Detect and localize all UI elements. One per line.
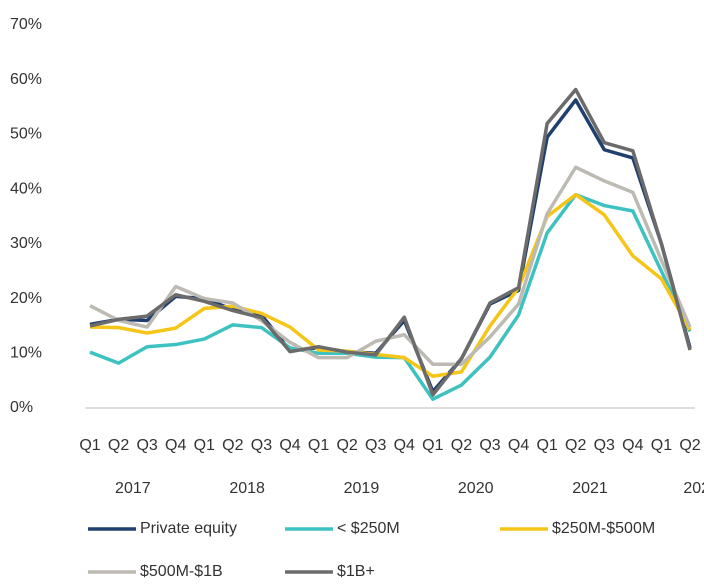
legend-label: $250M-$500M — [552, 520, 655, 537]
series-line — [89, 192, 692, 379]
x-tick-label: Q1 — [79, 437, 100, 454]
x-tick-label: Q2 — [336, 437, 357, 454]
y-tick-label: 70% — [10, 16, 42, 33]
series-line — [89, 87, 692, 397]
x-tick-label: Q2 — [679, 437, 700, 454]
legend-label: < $250M — [337, 520, 400, 537]
x-tick-label: Q3 — [365, 437, 386, 454]
y-tick-label: 30% — [10, 235, 42, 252]
year-label: 2019 — [344, 480, 380, 497]
year-label: 2022* — [683, 480, 704, 497]
y-tick-label: 20% — [10, 290, 42, 307]
x-tick-label: Q1 — [422, 437, 443, 454]
x-tick-label: Q2 — [451, 437, 472, 454]
y-tick-label: 40% — [10, 180, 42, 197]
x-tick-label: Q1 — [194, 437, 215, 454]
x-tick-label: Q3 — [251, 437, 272, 454]
year-label: 2020 — [458, 480, 494, 497]
series-line — [89, 98, 692, 394]
x-tick-label: Q3 — [594, 437, 615, 454]
year-label: 2021 — [572, 480, 608, 497]
y-tick-label: 50% — [10, 126, 42, 143]
legend-label: $1B+ — [337, 563, 375, 580]
x-tick-label: Q2 — [565, 437, 586, 454]
x-tick-label: Q4 — [165, 437, 186, 454]
x-tick-label: Q3 — [136, 437, 157, 454]
y-tick-label: 60% — [10, 71, 42, 88]
x-tick-label: Q2 — [108, 437, 129, 454]
year-label: 2018 — [229, 480, 265, 497]
legend-label: Private equity — [140, 520, 237, 537]
x-tick-label: Q4 — [279, 437, 300, 454]
legend-label: $500M-$1B — [140, 563, 223, 580]
x-tick-label: Q4 — [508, 437, 529, 454]
year-label: 2017 — [115, 480, 151, 497]
x-tick-label: Q2 — [222, 437, 243, 454]
x-tick-label: Q4 — [394, 437, 415, 454]
y-tick-label: 0% — [10, 399, 33, 416]
x-tick-label: Q1 — [651, 437, 672, 454]
y-tick-label: 10% — [10, 345, 42, 362]
x-tick-label: Q3 — [479, 437, 500, 454]
x-tick-label: Q1 — [536, 437, 557, 454]
x-tick-label: Q4 — [622, 437, 643, 454]
x-tick-label: Q1 — [308, 437, 329, 454]
